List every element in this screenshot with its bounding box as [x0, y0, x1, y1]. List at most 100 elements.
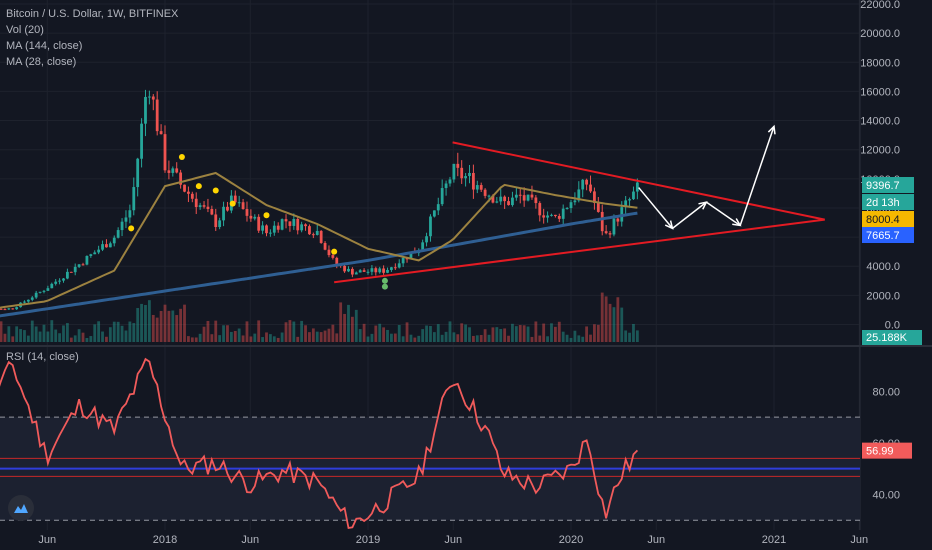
volume-bar — [530, 336, 534, 342]
indicator-ma28[interactable]: MA (28, close) — [6, 56, 77, 68]
volume-bar — [483, 329, 487, 342]
candle-body — [600, 211, 604, 232]
candle-body — [456, 163, 460, 168]
volume-bar — [7, 326, 11, 342]
rsi-tick-label: 80.00 — [872, 386, 900, 398]
volume-bar — [370, 333, 374, 342]
price-tick-label: 12000.0 — [860, 145, 900, 157]
tradingview-logo-icon[interactable] — [8, 495, 34, 521]
candle-body — [218, 220, 222, 228]
candle-body — [249, 215, 253, 219]
volume-bar — [452, 332, 456, 342]
rsi-legend[interactable]: RSI (14, close) — [6, 351, 79, 363]
candle-body — [347, 268, 350, 272]
candle-body — [288, 221, 292, 226]
candle-body — [237, 202, 241, 204]
candle-body — [436, 204, 440, 211]
volume-bar — [66, 323, 69, 342]
candle-body — [190, 193, 194, 199]
candle-body — [569, 202, 573, 209]
volume-bar — [577, 335, 581, 342]
volume-bar — [93, 324, 97, 342]
volume-bar — [159, 310, 163, 342]
candle-body — [89, 254, 93, 256]
volume-bar — [589, 334, 592, 342]
volume-bar — [569, 337, 573, 342]
volume-bar — [206, 320, 210, 342]
rsi-pane — [0, 357, 860, 530]
rsi-line — [0, 357, 639, 530]
volume-bar — [280, 332, 284, 342]
volume-bar — [550, 323, 553, 342]
volume-bar — [101, 331, 104, 342]
volume-bar — [311, 328, 315, 342]
candle-body — [608, 233, 612, 235]
volume-bar — [425, 325, 428, 342]
symbol-title[interactable]: Bitcoin / U.S. Dollar, 1W, BITFINEX — [6, 8, 179, 20]
volume-bar — [304, 325, 307, 342]
volume-bar — [397, 324, 401, 342]
candle-body — [628, 199, 631, 201]
volume-bar — [557, 321, 561, 342]
volume-bar — [183, 304, 186, 342]
volume-bar — [241, 335, 245, 342]
candle-body — [530, 194, 534, 198]
volume-bar — [358, 329, 362, 342]
forecast-arrow-head — [767, 124, 776, 135]
candle-body — [23, 301, 26, 303]
volume-bar — [401, 336, 405, 342]
candle-body — [390, 267, 393, 270]
candle-body — [448, 179, 452, 184]
candle-body — [468, 172, 471, 177]
candle-body — [194, 198, 198, 208]
candle-body — [573, 200, 577, 203]
volume-bar — [69, 337, 73, 342]
candle-body — [491, 195, 495, 203]
candle-body — [612, 218, 616, 235]
candle-body — [276, 225, 280, 230]
volume-bar — [292, 321, 296, 342]
price-badge-label: 7665.7 — [866, 230, 900, 242]
volume-bar — [472, 335, 475, 342]
candle-body — [198, 205, 202, 208]
price-tick-label: 0.0 — [885, 320, 900, 332]
volume-bar — [296, 336, 300, 342]
candle-body — [128, 210, 132, 218]
volume-bar — [23, 330, 26, 342]
volume-bar — [42, 324, 46, 342]
volume-bar — [89, 336, 93, 342]
candle-body — [565, 208, 569, 210]
volume-bar — [620, 307, 624, 342]
candle-body — [327, 249, 331, 256]
volume-bar — [405, 322, 409, 342]
candle-body — [577, 189, 581, 201]
volume-bar — [448, 321, 452, 342]
price-axis[interactable]: 0.02000.04000.06000.08000.010000.012000.… — [860, 0, 922, 345]
volume-bar — [50, 320, 54, 342]
volume-bar — [163, 304, 167, 342]
volume-bar — [308, 332, 311, 342]
volume-bar — [585, 326, 589, 342]
volume-bar — [276, 337, 280, 342]
volume-bar — [503, 328, 507, 342]
volume-bar — [249, 336, 253, 342]
candle-body — [233, 195, 237, 203]
indicator-volume[interactable]: Vol (20) — [6, 24, 44, 36]
time-axis[interactable]: Jun 2018 Jun 2019 Jun 2020 Jun 2021 Jun — [38, 534, 868, 546]
candle-body — [362, 270, 366, 272]
candle-body — [308, 226, 311, 235]
volume-bar — [460, 323, 464, 342]
candle-body — [479, 185, 483, 190]
indicator-ma144[interactable]: MA (144, close) — [6, 40, 83, 52]
candle-body — [112, 237, 116, 244]
candle-body — [370, 268, 374, 272]
candle-body — [42, 290, 46, 292]
candle-body — [503, 196, 507, 202]
price-tick-label: 16000.0 — [860, 86, 900, 98]
candle-body — [464, 176, 467, 179]
price-tick-label: 2000.0 — [866, 290, 900, 302]
volume-bar — [222, 325, 225, 342]
volume-bar — [343, 313, 346, 342]
